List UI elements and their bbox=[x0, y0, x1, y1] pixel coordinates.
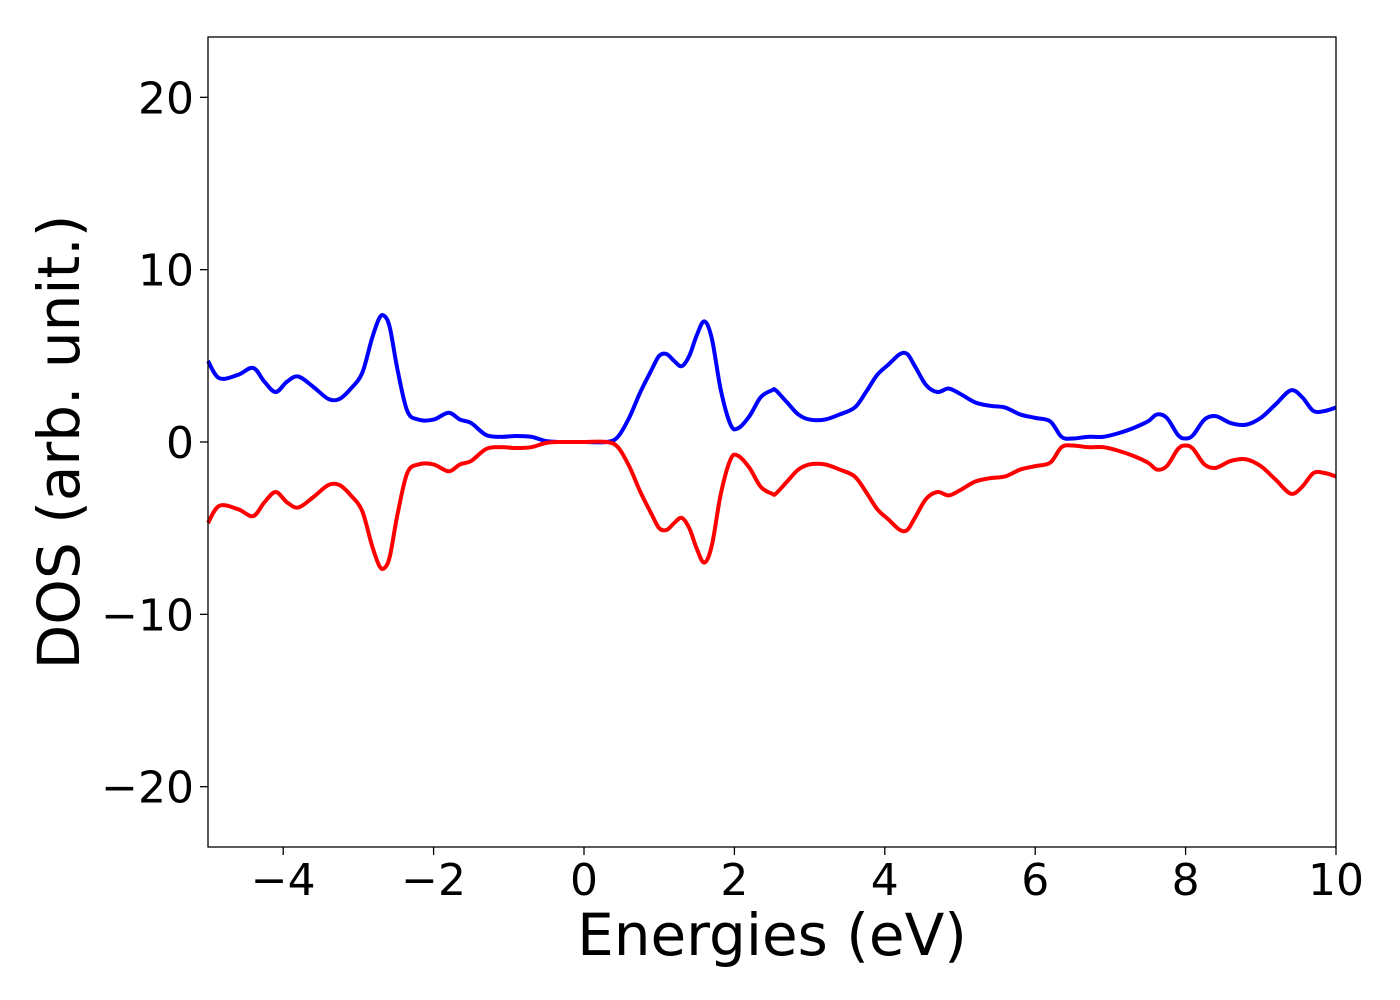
x-tick-label: 0 bbox=[570, 855, 598, 906]
series-line-1 bbox=[206, 439, 1337, 572]
y-tick-label: 10 bbox=[138, 246, 194, 297]
x-tick-label: 10 bbox=[1308, 855, 1364, 906]
x-tick-label: 2 bbox=[720, 855, 748, 906]
x-tick-label: 4 bbox=[871, 855, 899, 906]
x-tick-label: −4 bbox=[251, 855, 316, 906]
x-tick-label: −2 bbox=[401, 855, 466, 906]
x-tick-label: 8 bbox=[1172, 855, 1200, 906]
series-layer bbox=[206, 312, 1337, 572]
x-tick-label: 6 bbox=[1021, 855, 1049, 906]
series-line-0 bbox=[206, 312, 1337, 445]
y-tick-label: 0 bbox=[166, 418, 194, 469]
y-tick-label: −10 bbox=[101, 590, 194, 641]
y-tick-label: −20 bbox=[101, 763, 194, 814]
x-ticks: −4 −2 0 2 4 6 8 10 bbox=[251, 847, 1364, 906]
y-axis-label: DOS (arb. unit.) bbox=[25, 215, 93, 670]
y-ticks: −20 −10 0 10 20 bbox=[101, 73, 208, 814]
y-tick-label: 20 bbox=[138, 73, 194, 124]
x-axis-label: Energies (eV) bbox=[577, 901, 967, 969]
plot-frame bbox=[207, 36, 1337, 848]
